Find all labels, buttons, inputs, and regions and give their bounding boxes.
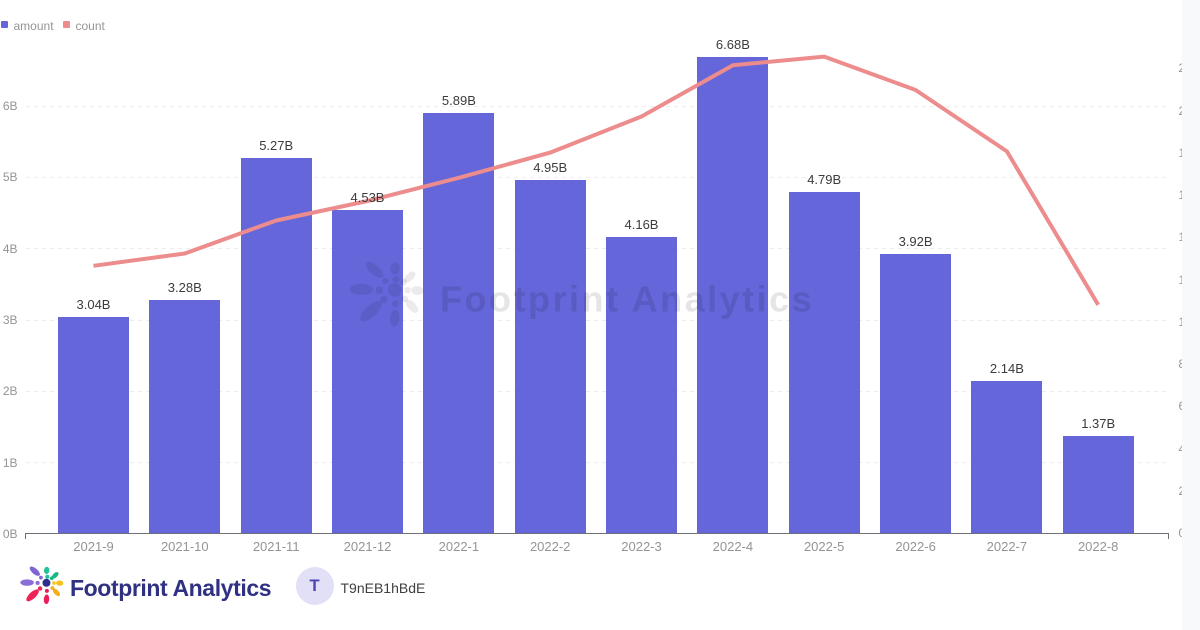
svg-text:Footprint Analytics: Footprint Analytics — [440, 279, 814, 320]
